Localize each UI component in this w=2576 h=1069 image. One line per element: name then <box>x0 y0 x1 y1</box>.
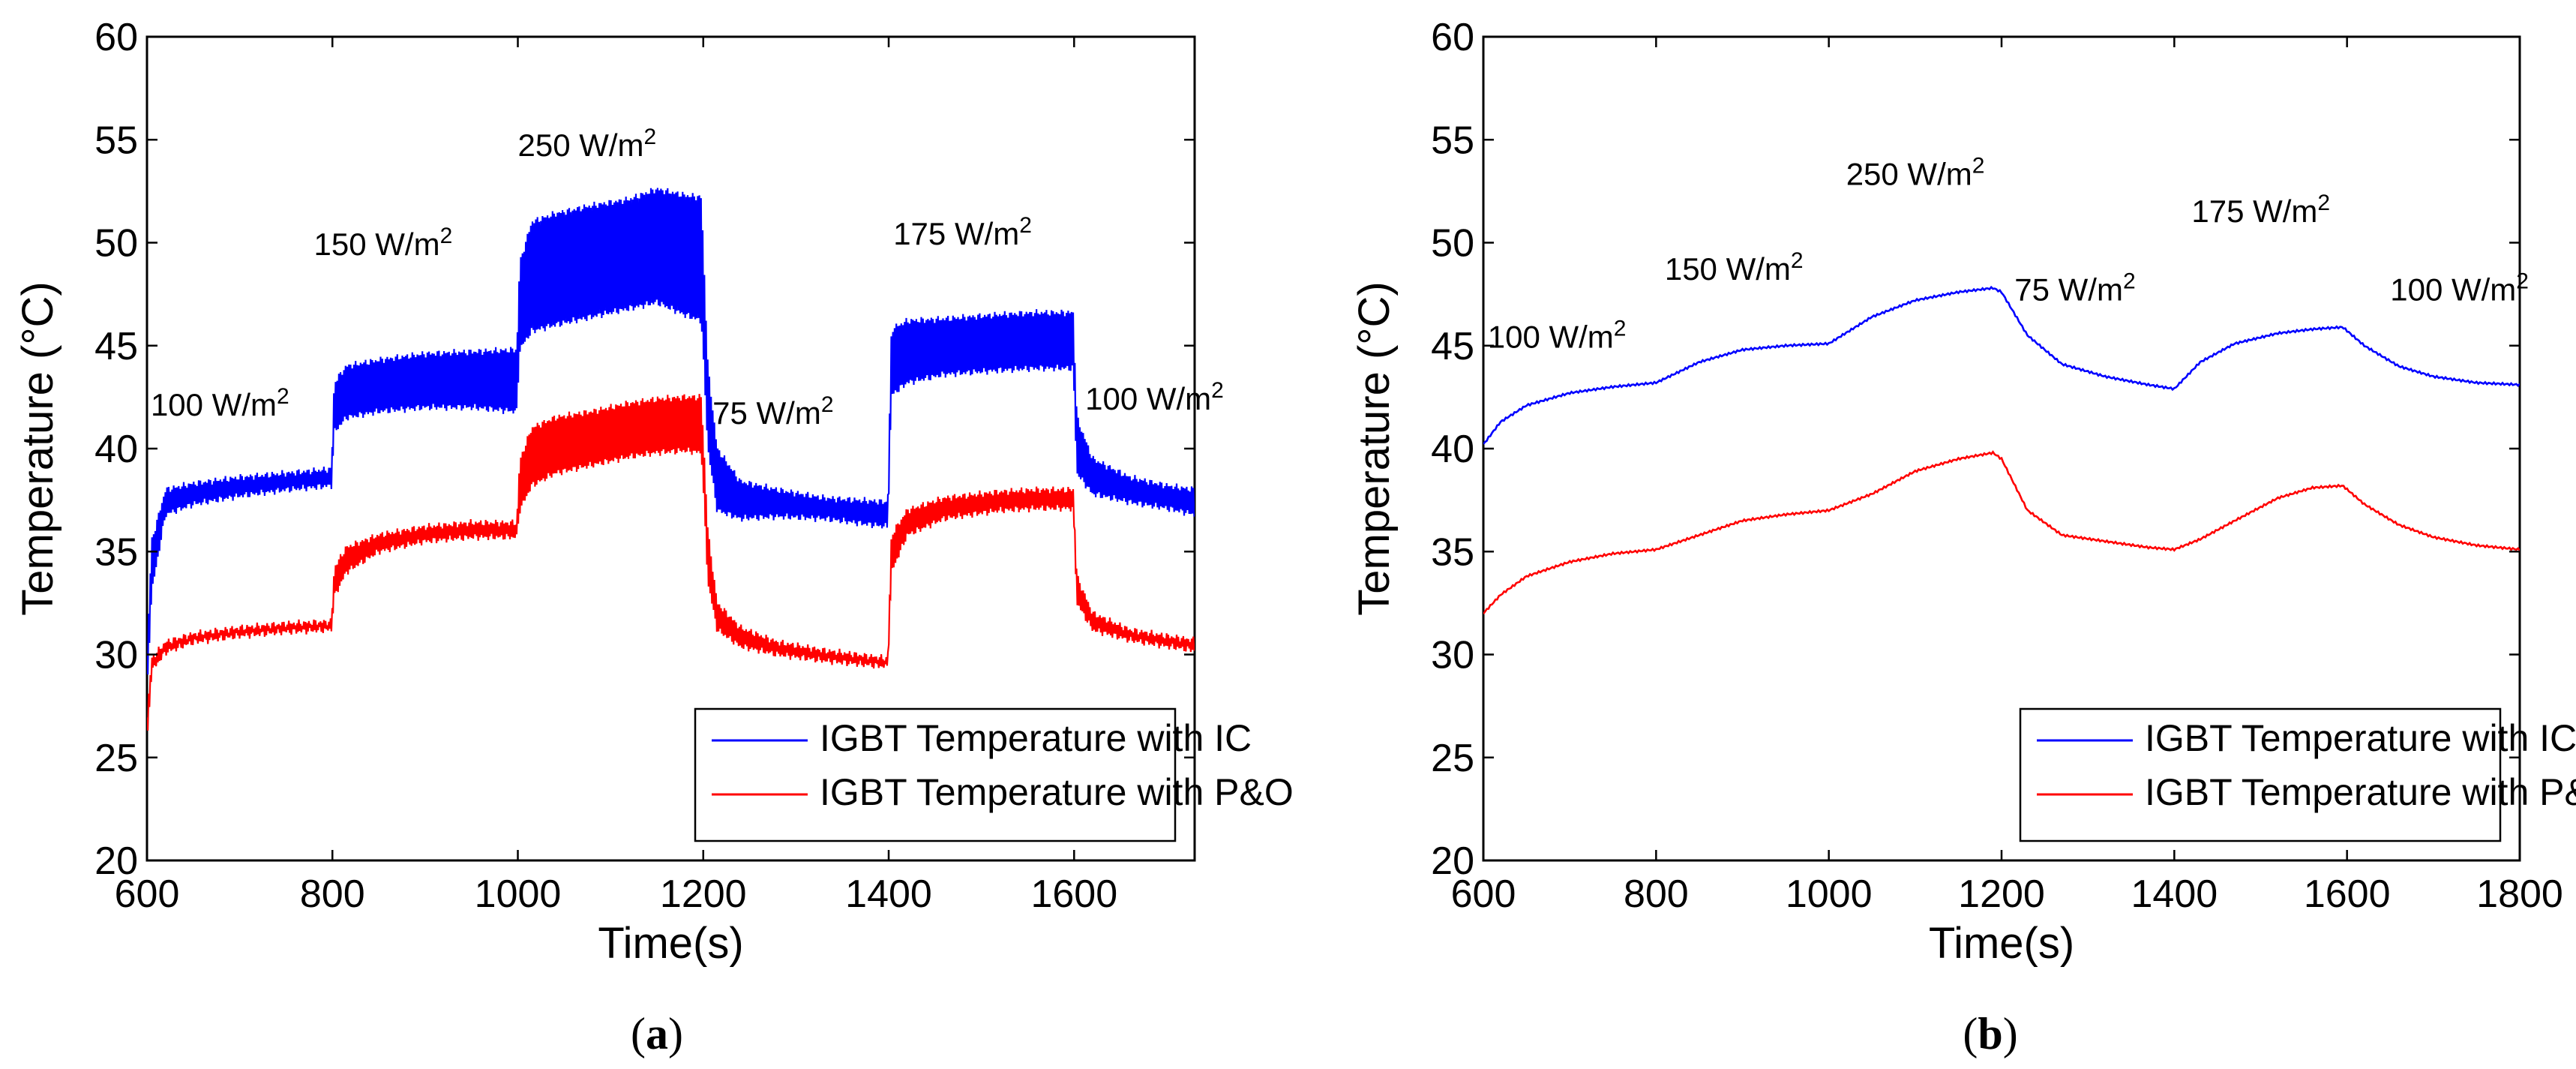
x-tick-label: 1200 <box>1958 872 2045 916</box>
irradiance-annotation: 75 W/m2 <box>2014 269 2135 308</box>
legend-entry: IGBT Temperature with IC <box>820 717 1252 759</box>
x-axis-label: Time(s) <box>598 919 743 968</box>
series-ic-line <box>147 188 1195 675</box>
legend-box <box>694 707 1177 842</box>
legend-entry: IGBT Temperature with P&O <box>820 771 1294 813</box>
y-tick-label: 55 <box>94 119 138 162</box>
y-axis-label: Temperature (°C) <box>13 281 62 615</box>
y-tick-label: 25 <box>1431 737 1474 780</box>
y-tick-label: 25 <box>94 737 138 780</box>
irradiance-annotation: 250 W/m2 <box>1846 153 1985 192</box>
x-tick-label: 800 <box>1624 872 1689 916</box>
y-tick-label: 40 <box>94 428 138 471</box>
panel-a: 600 800 1000 1200 1400 1600 20 25 30 35 40 45 50 55 60… <box>13 16 1294 1058</box>
y-axis-label: Temperature (°C) <box>1350 281 1399 615</box>
series-po-line <box>1483 450 2520 615</box>
irradiance-annotation: 250 W/m2 <box>518 125 657 164</box>
irradiance-annotation: 150 W/m2 <box>1665 248 1804 287</box>
y-tick-label: 20 <box>94 839 138 883</box>
x-tick-label: 600 <box>1451 872 1516 916</box>
x-tick-label: 1000 <box>475 872 562 916</box>
irradiance-annotation: 100 W/m2 <box>1085 377 1224 416</box>
x-tick-label: 1400 <box>2131 872 2218 916</box>
y-tick-label: 35 <box>1431 530 1474 574</box>
irradiance-annotation: 100 W/m2 <box>1488 316 1627 355</box>
y-tick-label: 45 <box>1431 325 1474 368</box>
panel-caption: (b) <box>1963 1009 2017 1058</box>
irradiance-annotation: 175 W/m2 <box>2191 191 2330 230</box>
irradiance-annotation: 175 W/m2 <box>893 213 1032 252</box>
y-tick-label: 60 <box>94 16 138 59</box>
y-tick-label: 35 <box>94 530 138 574</box>
series-ic-line <box>1483 285 2520 445</box>
y-tick-label: 20 <box>1431 839 1474 883</box>
y-tick-label: 45 <box>94 325 138 368</box>
y-tick-label: 40 <box>1431 428 1474 471</box>
y-tick-label: 50 <box>1431 222 1474 266</box>
series-po-line <box>147 394 1195 731</box>
y-tick-label: 60 <box>1431 16 1474 59</box>
legend-entry: IGBT Temperature with IC <box>2145 717 2576 759</box>
x-tick-label: 1000 <box>1786 872 1873 916</box>
y-tick-label: 30 <box>94 634 138 677</box>
panel-caption: (a) <box>631 1009 683 1058</box>
irradiance-annotation: 100 W/m2 <box>151 384 289 423</box>
legend-entry: IGBT Temperature with P&O <box>2145 771 2576 813</box>
x-tick-label: 1600 <box>1030 872 1117 916</box>
x-tick-label: 600 <box>115 872 180 916</box>
y-tick-label: 50 <box>94 222 138 266</box>
x-tick-label: 1200 <box>660 872 747 916</box>
irradiance-annotation: 75 W/m2 <box>712 392 833 431</box>
y-tick-label: 55 <box>1431 119 1474 162</box>
x-axis-label: Time(s) <box>1929 919 2074 968</box>
series-layer <box>147 188 1195 731</box>
irradiance-annotation: 100 W/m2 <box>2390 269 2529 308</box>
irradiance-annotation: 150 W/m2 <box>314 223 453 262</box>
y-tick-label: 30 <box>1431 634 1474 677</box>
x-tick-label: 1600 <box>2304 872 2391 916</box>
legend-box <box>2019 707 2502 842</box>
panel-b: 600 800 1000 1200 1400 1600 1800 20 25 30 35 40 45 50… <box>1350 16 2576 1058</box>
x-tick-label: 1800 <box>2476 872 2563 916</box>
series-layer <box>1483 285 2520 615</box>
x-tick-label: 1400 <box>845 872 932 916</box>
x-tick-label: 800 <box>300 872 365 916</box>
